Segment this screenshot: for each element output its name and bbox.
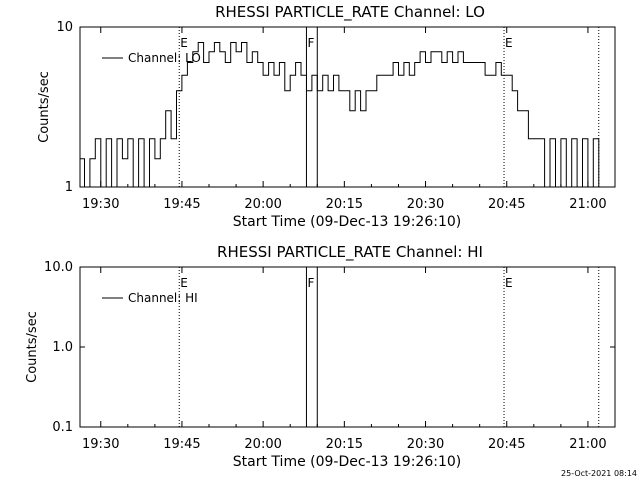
lo-plot-frame xyxy=(79,26,616,188)
lo-x-tick-label: 21:00 xyxy=(569,197,606,212)
hi-chart: RHESSI PARTICLE_RATE Channel: HI E F E 19:… xyxy=(25,243,616,470)
lo-marker-label: E xyxy=(505,36,513,50)
hi-x-tick-label: 20:45 xyxy=(488,437,525,452)
lo-x-tick-label: 20:15 xyxy=(326,197,363,212)
footer-timestamp: 25-Oct-2021 08:14 xyxy=(561,469,637,478)
hi-x-tick-label: 19:45 xyxy=(163,437,200,452)
hi-y-axis-label: Counts/sec xyxy=(25,311,40,383)
lo-marker-label: E xyxy=(180,36,188,50)
lo-x-axis-ticks: 19:30 19:45 20:00 20:15 20:30 20:45 21:00 xyxy=(82,27,616,212)
hi-x-axis-label: Start Time (09-Dec-13 19:26:10) xyxy=(233,454,461,470)
hi-chart-title: RHESSI PARTICLE_RATE Channel: HI xyxy=(217,243,483,262)
lo-y-axis-label: Counts/sec xyxy=(37,71,52,143)
hi-marker-label: F xyxy=(307,276,314,290)
hi-x-tick-label: 21:00 xyxy=(569,437,606,452)
lo-x-tick-label: 20:45 xyxy=(488,197,525,212)
lo-y-tick-label-top: 10 xyxy=(56,20,73,35)
lo-x-tick-label: 20:30 xyxy=(407,197,444,212)
hi-y-tick-label-mid: 1.0 xyxy=(52,340,73,355)
hi-x-tick-label: 20:15 xyxy=(326,437,363,452)
hi-x-tick-label: 20:30 xyxy=(407,437,444,452)
lo-y-tick-label-bottom: 1 xyxy=(65,180,73,195)
lo-legend-label: Channel: LO xyxy=(128,51,201,65)
lo-legend: Channel: LO xyxy=(102,51,201,65)
lo-x-tick-label: 20:00 xyxy=(244,197,281,212)
hi-marker-label: E xyxy=(180,276,188,290)
hi-x-tick-label: 19:30 xyxy=(82,437,119,452)
hi-x-tick-label: 20:00 xyxy=(244,437,281,452)
hi-legend: Channel: HI xyxy=(102,291,198,305)
hi-marker-label: E xyxy=(505,276,513,290)
lo-x-tick-label: 19:45 xyxy=(163,197,200,212)
lo-x-axis-label: Start Time (09-Dec-13 19:26:10) xyxy=(233,214,461,230)
lo-chart: RHESSI PARTICLE_RATE Channel: LO E F E 19:… xyxy=(37,3,616,230)
lo-chart-title: RHESSI PARTICLE_RATE Channel: LO xyxy=(215,3,485,22)
hi-x-axis-ticks: 19:30 19:45 20:00 20:15 20:30 20:45 21:00 xyxy=(82,267,616,452)
hi-y-tick-label-top: 10.0 xyxy=(44,260,73,275)
lo-marker-label: F xyxy=(307,36,314,50)
lo-series-line xyxy=(80,42,600,188)
hi-legend-label: Channel: HI xyxy=(128,291,198,305)
lo-x-tick-label: 19:30 xyxy=(82,197,119,212)
hi-y-tick-label-bottom: 0.1 xyxy=(52,420,73,435)
